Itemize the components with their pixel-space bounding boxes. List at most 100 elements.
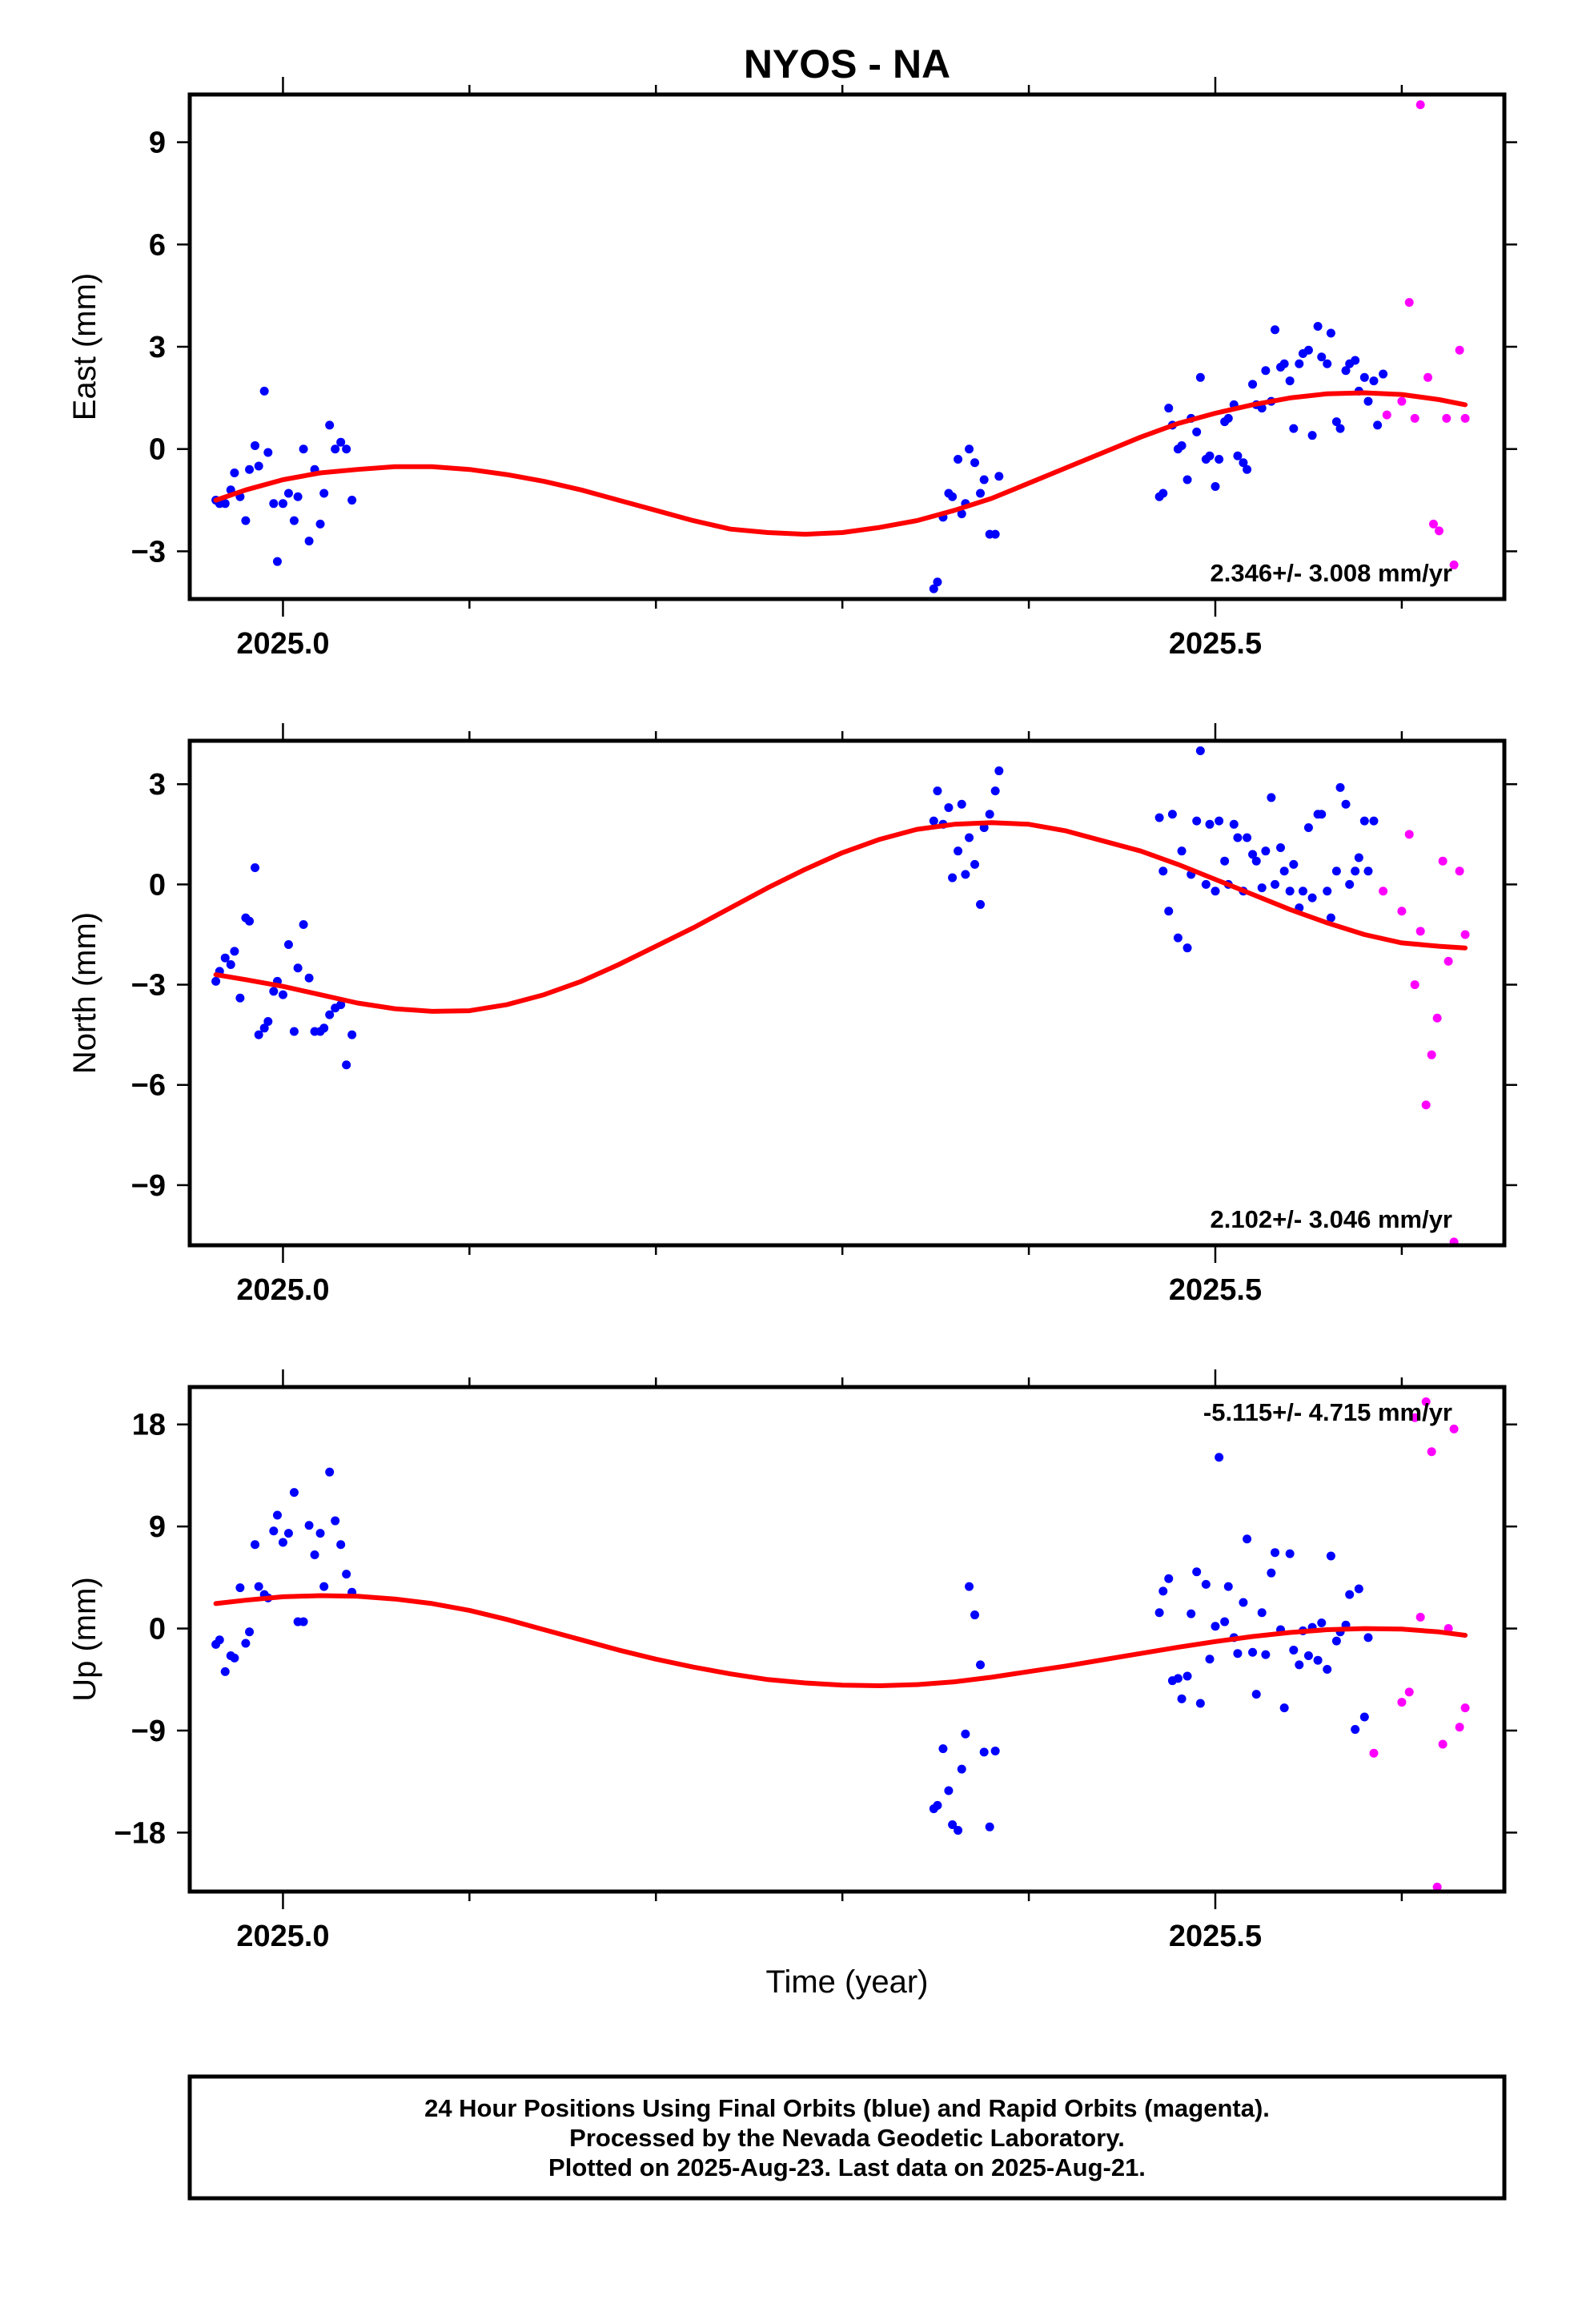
up-final-point bbox=[315, 1529, 325, 1538]
up-rapid-point bbox=[1404, 1687, 1414, 1697]
east-rapid-point bbox=[1415, 100, 1425, 110]
east-final-point bbox=[289, 516, 299, 525]
north-rapid-point bbox=[1404, 830, 1414, 839]
north-final-point bbox=[1267, 793, 1276, 802]
north-final-point bbox=[1276, 843, 1286, 853]
up-final-point bbox=[1215, 1453, 1224, 1462]
east-final-point bbox=[325, 420, 335, 430]
north-final-point bbox=[293, 963, 303, 973]
east-final-point bbox=[336, 437, 346, 447]
north-ytick-label: −3 bbox=[131, 969, 166, 1003]
east-model-curve bbox=[213, 390, 1468, 537]
north-final-point bbox=[1251, 856, 1261, 866]
east-final-point bbox=[304, 537, 314, 546]
footer-line-3: Plotted on 2025-Aug-23. Last data on 202… bbox=[548, 2153, 1146, 2181]
north-final-point bbox=[1215, 816, 1224, 826]
north-final-point bbox=[1167, 810, 1177, 819]
up-final-point bbox=[1223, 1582, 1233, 1591]
east-plot-frame bbox=[187, 92, 1507, 601]
up-final-point bbox=[1233, 1649, 1243, 1659]
up-final-point bbox=[245, 1627, 255, 1637]
east-final-point bbox=[965, 444, 974, 454]
east-final-point bbox=[1182, 475, 1192, 485]
north-final-point bbox=[1164, 907, 1174, 916]
up-rate-label: -5.115+/- 4.715 mm/yr bbox=[1203, 1398, 1452, 1426]
north-y-axis-label: North (mm) bbox=[67, 912, 102, 1074]
footer-box: 24 Hour Positions Using Final Orbits (bl… bbox=[187, 2074, 1507, 2201]
north-final-point bbox=[957, 799, 966, 809]
up-final-point bbox=[278, 1538, 287, 1547]
east-rapid-point bbox=[1423, 372, 1433, 382]
east-rapid-point bbox=[1428, 519, 1438, 529]
east-rapid-point bbox=[1455, 345, 1464, 355]
up-final-point bbox=[1359, 1712, 1369, 1722]
up-final-point bbox=[1271, 1548, 1280, 1558]
north-ytick-label: −9 bbox=[131, 1169, 166, 1203]
up-final-point bbox=[933, 1800, 942, 1810]
east-final-point bbox=[293, 492, 303, 501]
up-final-point bbox=[1303, 1651, 1313, 1661]
up-final-point bbox=[1351, 1725, 1360, 1735]
up-final-point bbox=[965, 1582, 974, 1591]
north-rapid-point bbox=[1432, 1013, 1442, 1023]
north-final-point bbox=[1248, 850, 1258, 859]
up-final-point bbox=[1173, 1674, 1182, 1683]
up-final-point bbox=[948, 1819, 958, 1829]
footer-line-2: Processed by the Nevada Geodetic Laborat… bbox=[569, 2124, 1125, 2152]
east-ytick-label: −3 bbox=[131, 535, 166, 569]
up-final-point bbox=[336, 1540, 346, 1550]
north-final-point bbox=[319, 1023, 329, 1033]
east-final-point bbox=[254, 461, 263, 471]
north-final-point bbox=[259, 1023, 269, 1033]
up-model-curve bbox=[213, 1593, 1468, 1688]
up-final-point bbox=[1363, 1633, 1373, 1642]
up-final-point bbox=[944, 1786, 954, 1795]
north-final-point bbox=[1173, 933, 1182, 943]
up-final-point bbox=[985, 1822, 994, 1831]
up-final-point bbox=[251, 1540, 260, 1550]
east-final-point bbox=[230, 468, 239, 477]
up-final-point bbox=[957, 1764, 966, 1774]
north-final-point bbox=[1345, 879, 1355, 889]
up-y-axis-label: Up (mm) bbox=[67, 1577, 102, 1702]
east-rapid-point bbox=[1442, 413, 1452, 423]
north-rapid-point bbox=[1455, 866, 1464, 876]
east-final-point bbox=[1279, 359, 1289, 368]
north-panel: −9 −6 −3 0 3 2025.0 2025.5 North (mm) 2.102+/- 3… bbox=[67, 723, 1517, 1307]
north-final-point bbox=[1303, 822, 1313, 832]
up-final-point bbox=[1326, 1551, 1335, 1561]
east-final-point bbox=[1369, 376, 1379, 386]
east-final-point bbox=[1233, 451, 1243, 460]
up-final-point bbox=[1251, 1690, 1261, 1699]
up-final-point bbox=[1186, 1609, 1196, 1618]
north-final-point bbox=[1307, 893, 1317, 903]
north-final-point bbox=[1323, 887, 1332, 896]
north-final-point bbox=[1351, 866, 1360, 876]
east-final-point bbox=[976, 489, 986, 498]
north-final-point bbox=[1192, 816, 1202, 826]
east-rapid-point bbox=[1404, 298, 1414, 308]
east-final-point bbox=[1363, 396, 1373, 406]
north-final-point bbox=[211, 976, 221, 986]
up-final-point bbox=[938, 1744, 948, 1754]
north-final-point bbox=[1205, 819, 1215, 829]
east-final-point bbox=[1317, 352, 1327, 362]
east-rapid-point bbox=[1410, 413, 1419, 423]
north-final-point bbox=[1229, 819, 1239, 829]
up-final-point bbox=[241, 1638, 251, 1648]
east-final-point bbox=[1303, 345, 1313, 355]
north-final-point bbox=[304, 973, 314, 983]
north-final-point bbox=[235, 993, 245, 1003]
north-ytick-label: −6 bbox=[131, 1069, 166, 1103]
north-final-point bbox=[263, 1016, 273, 1026]
east-final-point bbox=[259, 386, 269, 396]
up-final-point bbox=[1243, 1534, 1252, 1544]
up-ytick-label: 9 bbox=[149, 1510, 166, 1544]
up-final-point bbox=[283, 1529, 293, 1538]
up-final-point bbox=[254, 1582, 263, 1591]
up-final-point bbox=[1248, 1647, 1258, 1657]
up-final-point bbox=[1158, 1586, 1168, 1596]
up-final-point bbox=[230, 1653, 239, 1663]
north-rapid-point bbox=[1415, 927, 1425, 936]
